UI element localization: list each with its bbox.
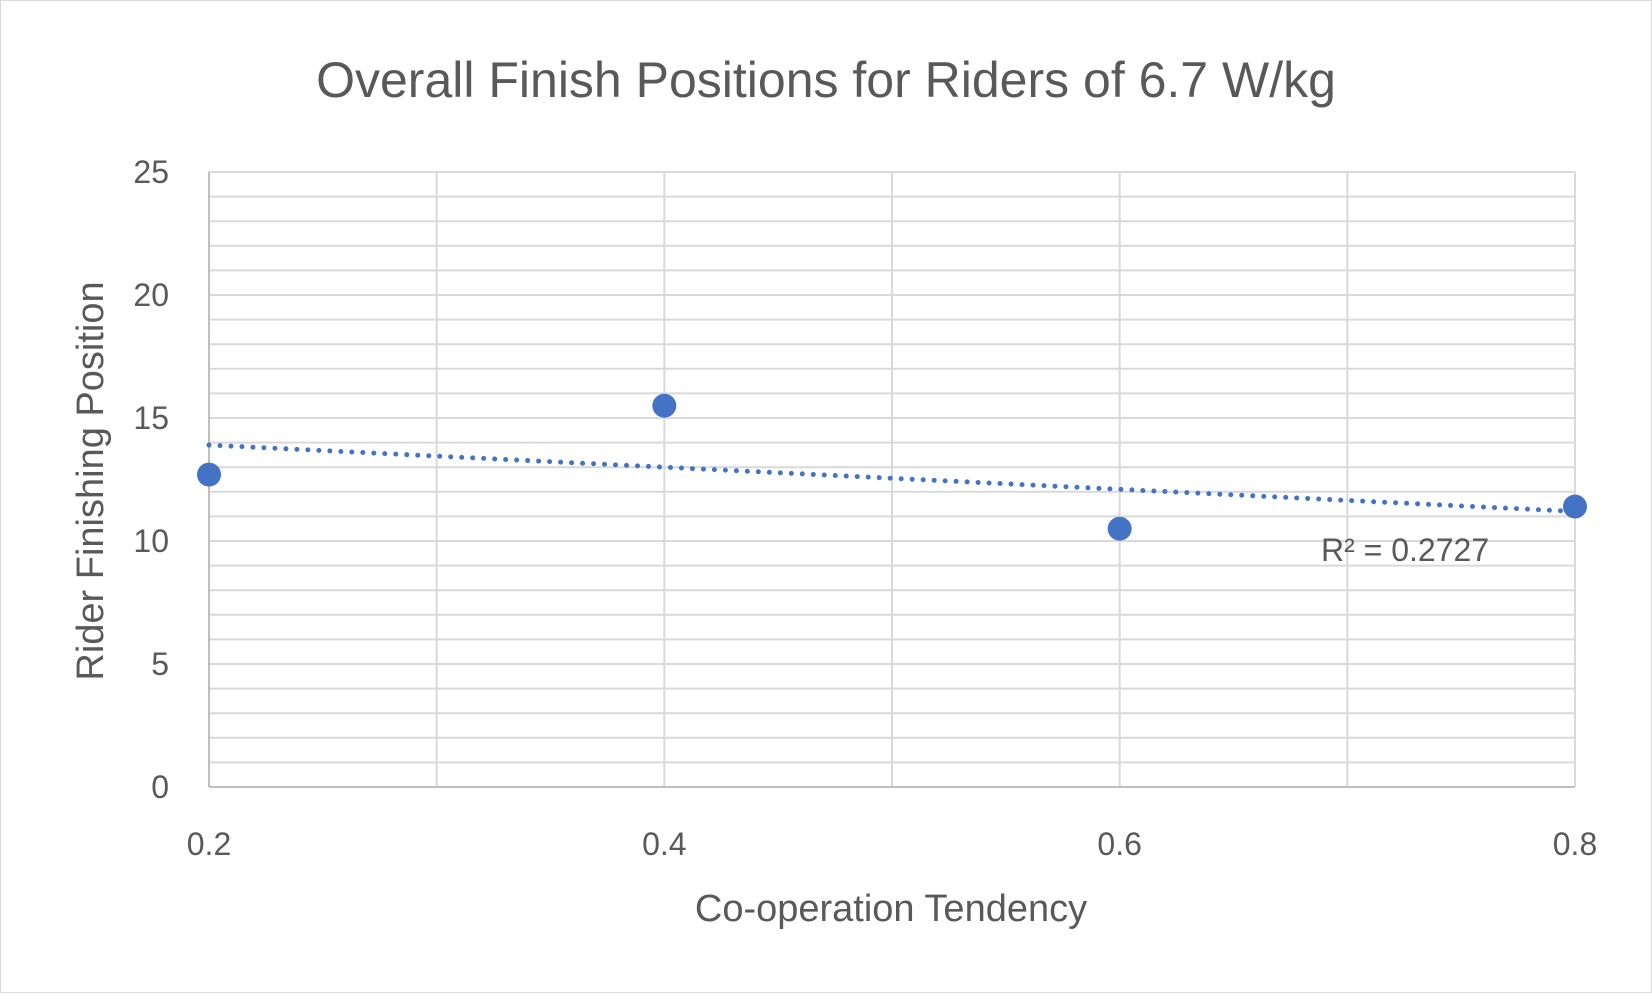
y-tick-label: 10 [133, 523, 169, 559]
x-tick-label: 0.2 [187, 826, 231, 862]
data-point [1107, 516, 1132, 541]
r-squared-label: R² = 0.2727 [1321, 532, 1489, 568]
x-axis-title: Co-operation Tendency [695, 888, 1087, 930]
data-points [197, 393, 1587, 541]
trendline-group [206, 442, 1578, 514]
y-tick-label: 5 [151, 646, 169, 682]
y-tick-label: 25 [133, 154, 169, 190]
y-axis-title: Rider Finishing Position [70, 281, 112, 680]
gridlines [209, 171, 1576, 787]
x-tick-label: 0.4 [642, 826, 686, 862]
data-point [1563, 494, 1587, 519]
y-tick-label: 0 [151, 769, 169, 805]
chart-title: Overall Finish Positions for Riders of 6… [316, 52, 1336, 108]
data-point [652, 393, 677, 418]
x-tick-label: 0.8 [1553, 826, 1597, 862]
x-tick-label: 0.6 [1097, 826, 1141, 862]
trendline [206, 442, 1578, 514]
y-tick-label: 15 [133, 400, 169, 436]
y-tick-label: 20 [133, 277, 169, 313]
x-tick-labels: 0.2 0.4 0.6 0.8 [187, 826, 1597, 862]
data-point [197, 462, 221, 487]
y-tick-labels: 0 5 10 15 20 25 [133, 154, 169, 805]
